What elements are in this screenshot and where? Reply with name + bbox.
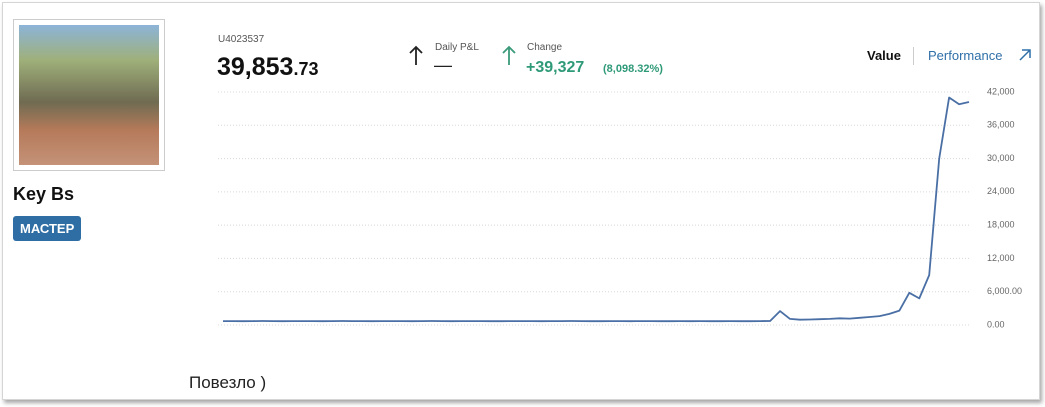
- change-value: +39,327: [526, 59, 585, 76]
- change-label: Change: [527, 42, 563, 53]
- y-tick-label: 24,000: [987, 186, 1015, 196]
- daily-value: —: [434, 55, 452, 75]
- y-tick-label: 36,000: [987, 120, 1015, 130]
- y-tick-label: 18,000: [987, 220, 1015, 230]
- expand-icon[interactable]: [1018, 48, 1032, 62]
- value-line: [223, 96, 970, 323]
- y-tick-label: 30,000: [987, 153, 1015, 163]
- user-badge: МАСТЕР: [13, 216, 82, 241]
- tab-divider: [913, 47, 914, 65]
- daily-label: Daily P&L: [435, 42, 479, 53]
- balance: 39,853.73: [217, 53, 319, 82]
- tab-performance[interactable]: Performance: [928, 48, 1003, 63]
- tab-value[interactable]: Value: [867, 48, 901, 63]
- y-tick-label: 0.00: [987, 319, 1005, 329]
- balance-main: 39,853: [217, 53, 294, 81]
- chart: 0.00 6,000.00 12,000 18,000 24,000 30,000 36,0…: [218, 86, 1022, 329]
- account-card: U4023537 39,853.73 Daily P&L — Change +3…: [189, 11, 1033, 348]
- y-tick-label: 42,000: [987, 86, 1015, 96]
- change-percent: (8,098.32%): [603, 63, 663, 75]
- post-text: Повезло ): [189, 373, 267, 392]
- user-name[interactable]: Key Bs: [13, 184, 75, 204]
- y-tick-label: 12,000: [987, 253, 1015, 263]
- balance-cents: .73: [293, 59, 319, 79]
- up-arrow-icon: [409, 45, 423, 65]
- account-id: U4023537: [218, 34, 265, 45]
- avatar-image: [19, 25, 159, 165]
- avatar[interactable]: [13, 19, 165, 171]
- post-frame: Key Bs МАСТЕР U4023537 39,853.73 Daily P…: [2, 2, 1040, 400]
- up-arrow-green-icon: [502, 45, 516, 65]
- y-tick-label: 6,000.00: [987, 286, 1022, 296]
